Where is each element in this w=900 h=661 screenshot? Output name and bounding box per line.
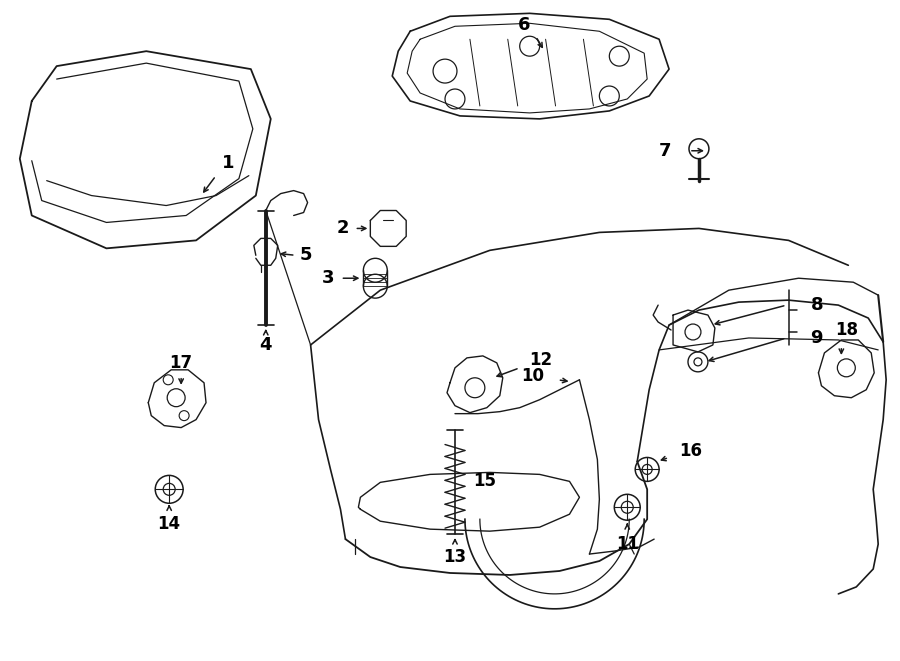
- Text: 17: 17: [169, 354, 193, 372]
- Text: 2: 2: [337, 219, 348, 237]
- Text: 18: 18: [835, 321, 858, 339]
- Text: 8: 8: [811, 296, 824, 314]
- Text: 5: 5: [300, 247, 312, 264]
- Text: 6: 6: [518, 17, 530, 34]
- Text: 13: 13: [444, 548, 466, 566]
- Text: 11: 11: [616, 535, 639, 553]
- Text: 16: 16: [679, 442, 702, 461]
- Text: 14: 14: [158, 515, 181, 533]
- Text: 12: 12: [530, 351, 553, 369]
- Text: 7: 7: [659, 141, 671, 160]
- Text: 10: 10: [522, 367, 544, 385]
- Text: 1: 1: [221, 154, 234, 172]
- Text: 9: 9: [811, 329, 823, 347]
- Text: 15: 15: [472, 473, 496, 490]
- Text: 4: 4: [259, 336, 272, 354]
- Text: 3: 3: [322, 269, 335, 288]
